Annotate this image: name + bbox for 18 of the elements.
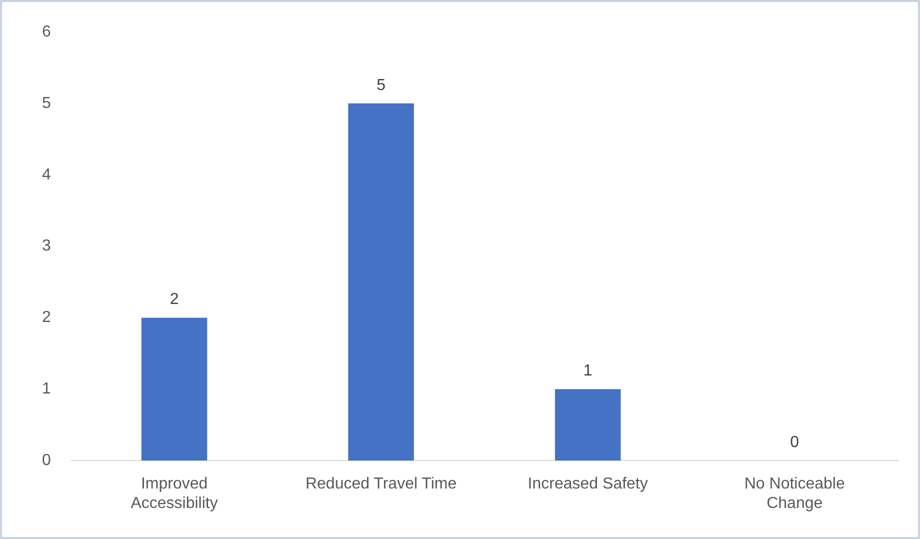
bar — [554, 389, 621, 461]
y-tick-label: 0 — [42, 452, 51, 470]
y-tick-label: 1 — [42, 380, 51, 398]
bar — [141, 318, 208, 461]
x-tick-label: No Noticeable Change — [744, 476, 845, 512]
data-label: 0 — [790, 434, 800, 452]
y-tick-label: 5 — [42, 94, 51, 112]
x-tick-label: Improved Accessibility — [130, 476, 218, 512]
x-tick-label: Increased Safety — [528, 476, 648, 493]
x-tick-label: Reduced Travel Time — [305, 476, 457, 493]
bar — [348, 103, 414, 461]
data-label: 5 — [376, 76, 386, 94]
y-tick-label: 2 — [42, 309, 51, 326]
data-label: 1 — [583, 362, 592, 380]
data-label: 2 — [170, 291, 179, 308]
y-tick-label: 3 — [42, 238, 51, 255]
y-tick-label: 6 — [42, 23, 51, 40]
y-tick-label: 4 — [42, 166, 51, 184]
